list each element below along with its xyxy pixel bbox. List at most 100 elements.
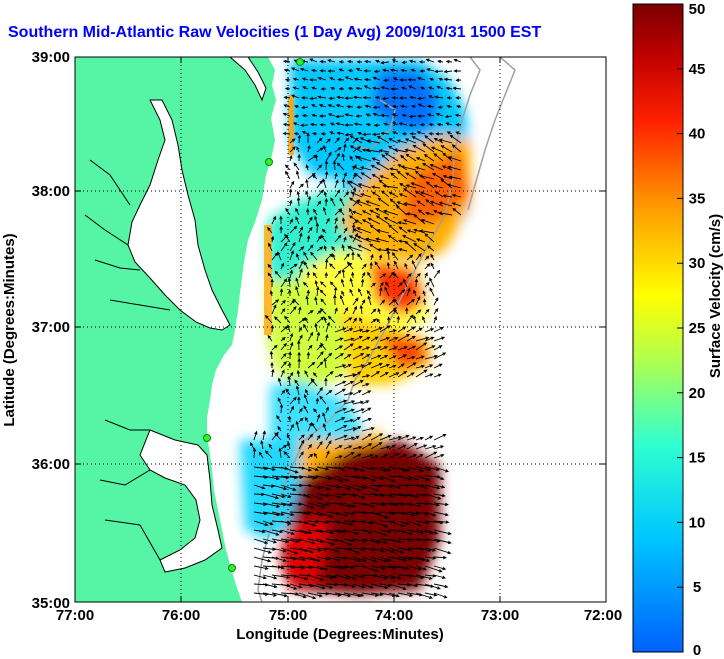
velocity-arrow — [311, 68, 318, 73]
velocity-arrow — [324, 160, 329, 171]
velocity-arrow — [370, 565, 387, 570]
velocity-arrow — [456, 104, 462, 109]
velocity-arrow — [325, 440, 332, 450]
velocity-arrow — [455, 96, 462, 100]
velocity-arrow — [298, 334, 303, 342]
velocity-arrow — [341, 153, 345, 162]
velocity-arrow — [360, 278, 365, 288]
velocity-arrow — [415, 342, 428, 351]
velocity-arrow — [316, 179, 323, 189]
velocity-arrow — [380, 113, 390, 118]
velocity-arrow — [425, 181, 435, 189]
y-tick-label: 37:00 — [32, 319, 70, 336]
velocity-arrow — [280, 299, 286, 306]
station-marker — [296, 58, 304, 66]
velocity-arrow — [316, 164, 323, 171]
velocity-arrow — [379, 371, 389, 378]
velocity-arrow — [289, 146, 296, 153]
velocity-arrow — [334, 425, 348, 432]
velocity-arrow — [403, 278, 408, 288]
velocity-arrow — [415, 475, 431, 481]
velocity-arrow — [424, 345, 436, 351]
velocity-arrow — [334, 511, 349, 517]
velocity-arrow — [316, 440, 323, 450]
velocity-arrow — [262, 493, 280, 500]
velocity-arrow — [361, 433, 373, 441]
velocity-arrow — [400, 104, 408, 108]
velocity-arrow — [271, 484, 288, 491]
velocity-arrow — [357, 253, 363, 261]
velocity-arrow — [366, 290, 372, 297]
velocity-arrow — [249, 442, 255, 450]
velocity-arrow — [301, 130, 309, 135]
velocity-arrow — [316, 137, 323, 144]
velocity-arrow — [433, 433, 447, 441]
velocity-arrow — [388, 435, 403, 441]
velocity-arrow — [307, 556, 321, 562]
velocity-arrow — [397, 565, 410, 570]
velocity-arrow — [401, 132, 408, 136]
velocity-arrow — [422, 298, 427, 306]
velocity-arrow — [289, 263, 298, 270]
velocity-arrow — [361, 592, 380, 597]
velocity-arrow — [446, 131, 453, 135]
x-axis-ticks: 77:00 76:00 75:00 74:00 73:00 72:00 — [56, 607, 622, 624]
velocity-arrow — [379, 475, 397, 483]
velocity-arrow — [262, 502, 281, 508]
velocity-arrow — [289, 371, 294, 378]
velocity-arrow — [289, 556, 307, 562]
velocity-arrow — [438, 77, 444, 81]
velocity-arrow — [359, 317, 363, 324]
velocity-arrow — [380, 190, 390, 198]
velocity-arrow — [406, 326, 416, 333]
velocity-arrow — [295, 207, 300, 216]
velocity-arrow — [307, 547, 323, 552]
velocity-arrow — [315, 397, 320, 405]
velocity-arrow — [343, 583, 356, 588]
velocity-arrow — [347, 180, 354, 189]
velocity-arrow — [446, 104, 453, 109]
velocity-arrow — [307, 433, 314, 441]
velocity-arrow — [313, 208, 318, 216]
velocity-arrow — [277, 397, 282, 405]
velocity-arrow — [297, 357, 301, 369]
velocity-arrow — [341, 244, 345, 252]
velocity-arrow — [329, 77, 336, 81]
velocity-arrow — [379, 325, 391, 333]
velocity-arrow — [361, 502, 375, 508]
velocity-arrow — [307, 331, 314, 342]
velocity-arrow — [399, 182, 408, 189]
velocity-arrow — [424, 511, 437, 517]
velocity-arrow — [314, 322, 318, 333]
velocity-arrow — [286, 433, 291, 441]
velocity-arrow — [343, 172, 347, 180]
velocity-arrow — [424, 445, 437, 450]
velocity-arrow — [269, 290, 274, 297]
velocity-arrow — [433, 363, 443, 369]
velocity-arrow — [370, 484, 383, 488]
velocity-arrow — [375, 215, 390, 225]
velocity-arrow — [306, 132, 310, 144]
velocity-arrow — [319, 69, 327, 73]
velocity-arrow — [428, 86, 435, 90]
velocity-arrow — [424, 272, 428, 279]
velocity-arrow — [379, 355, 389, 360]
velocity-arrow — [406, 314, 414, 324]
velocity-arrow — [334, 484, 352, 491]
velocity-arrow — [433, 315, 437, 324]
velocity-arrow — [448, 175, 462, 180]
velocity-arrow — [398, 193, 408, 198]
velocity-arrow — [398, 226, 408, 234]
velocity-arrow — [352, 416, 361, 423]
velocity-arrow — [370, 502, 387, 507]
velocity-arrow — [352, 228, 363, 234]
velocity-arrow — [310, 251, 318, 261]
velocity-arrow — [307, 244, 314, 252]
velocity-arrow — [307, 226, 313, 234]
velocity-arrow — [361, 219, 372, 225]
velocity-arrow — [307, 520, 320, 524]
velocity-arrow — [389, 68, 399, 72]
velocity-arrow — [352, 425, 362, 432]
velocity-arrow — [392, 122, 399, 126]
velocity-arrow — [347, 86, 354, 91]
